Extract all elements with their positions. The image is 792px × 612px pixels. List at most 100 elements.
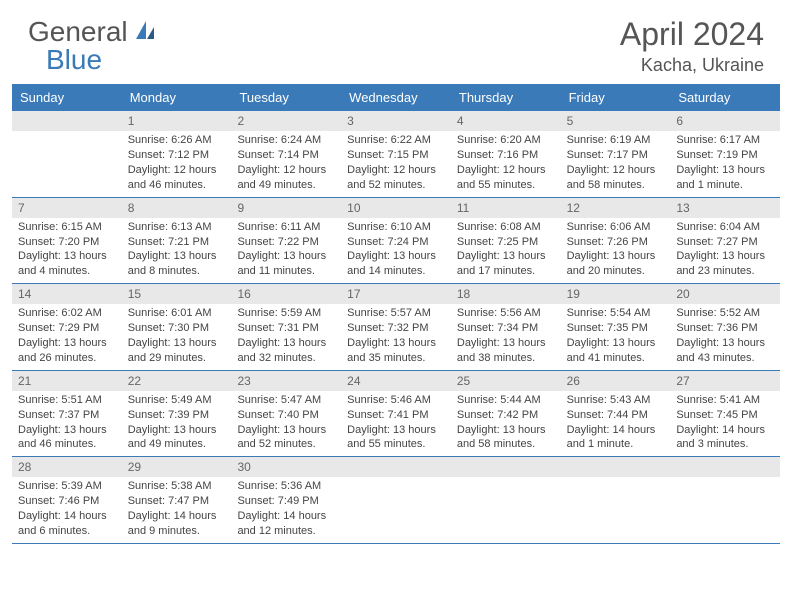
- daylight-line2: and 6 minutes.: [18, 524, 116, 539]
- day-cell: 27Sunrise: 5:41 AMSunset: 7:45 PMDayligh…: [670, 371, 780, 457]
- sunset-text: Sunset: 7:27 PM: [676, 235, 774, 250]
- daylight-line1: Daylight: 13 hours: [676, 163, 774, 178]
- sunrise-text: Sunrise: 5:59 AM: [237, 306, 335, 321]
- daylight-line2: and 52 minutes.: [347, 178, 445, 193]
- daylight-line2: and 29 minutes.: [128, 351, 226, 366]
- sunset-text: Sunset: 7:41 PM: [347, 408, 445, 423]
- sunset-text: Sunset: 7:14 PM: [237, 148, 335, 163]
- day-content: Sunrise: 6:04 AMSunset: 7:27 PMDaylight:…: [670, 220, 780, 283]
- sunrise-text: Sunrise: 6:08 AM: [457, 220, 555, 235]
- week-row: 28Sunrise: 5:39 AMSunset: 7:46 PMDayligh…: [12, 457, 780, 544]
- daylight-line1: Daylight: 13 hours: [237, 423, 335, 438]
- daylight-line2: and 46 minutes.: [128, 178, 226, 193]
- day-content: Sunrise: 5:56 AMSunset: 7:34 PMDaylight:…: [451, 306, 561, 369]
- sunset-text: Sunset: 7:37 PM: [18, 408, 116, 423]
- day-content: Sunrise: 5:59 AMSunset: 7:31 PMDaylight:…: [231, 306, 341, 369]
- day-content: Sunrise: 5:38 AMSunset: 7:47 PMDaylight:…: [122, 479, 232, 542]
- day-content: Sunrise: 6:08 AMSunset: 7:25 PMDaylight:…: [451, 220, 561, 283]
- day-number: 12: [561, 198, 671, 218]
- sunrise-text: Sunrise: 5:36 AM: [237, 479, 335, 494]
- daylight-line1: Daylight: 13 hours: [676, 336, 774, 351]
- dow-cell: Wednesday: [341, 84, 451, 111]
- sunrise-text: Sunrise: 5:54 AM: [567, 306, 665, 321]
- day-number: 5: [561, 111, 671, 131]
- sunset-text: Sunset: 7:31 PM: [237, 321, 335, 336]
- day-content: Sunrise: 6:11 AMSunset: 7:22 PMDaylight:…: [231, 220, 341, 283]
- sunset-text: Sunset: 7:26 PM: [567, 235, 665, 250]
- daylight-line1: Daylight: 13 hours: [457, 336, 555, 351]
- sunrise-text: Sunrise: 5:39 AM: [18, 479, 116, 494]
- sunset-text: Sunset: 7:35 PM: [567, 321, 665, 336]
- empty-day: [670, 457, 780, 477]
- sunrise-text: Sunrise: 6:01 AM: [128, 306, 226, 321]
- sunset-text: Sunset: 7:15 PM: [347, 148, 445, 163]
- sunset-text: Sunset: 7:22 PM: [237, 235, 335, 250]
- week-row: 7Sunrise: 6:15 AMSunset: 7:20 PMDaylight…: [12, 198, 780, 285]
- sunrise-text: Sunrise: 6:17 AM: [676, 133, 774, 148]
- day-cell: 9Sunrise: 6:11 AMSunset: 7:22 PMDaylight…: [231, 198, 341, 284]
- sunset-text: Sunset: 7:40 PM: [237, 408, 335, 423]
- day-cell: [12, 111, 122, 197]
- day-cell: 7Sunrise: 6:15 AMSunset: 7:20 PMDaylight…: [12, 198, 122, 284]
- day-number: 25: [451, 371, 561, 391]
- day-content: Sunrise: 5:46 AMSunset: 7:41 PMDaylight:…: [341, 393, 451, 456]
- sunset-text: Sunset: 7:24 PM: [347, 235, 445, 250]
- sunset-text: Sunset: 7:19 PM: [676, 148, 774, 163]
- daylight-line2: and 41 minutes.: [567, 351, 665, 366]
- sunrise-text: Sunrise: 5:47 AM: [237, 393, 335, 408]
- daylight-line2: and 26 minutes.: [18, 351, 116, 366]
- header: General Blue April 2024 Kacha, Ukraine: [0, 0, 792, 84]
- day-content: Sunrise: 5:47 AMSunset: 7:40 PMDaylight:…: [231, 393, 341, 456]
- logo-text-blue: Blue: [46, 44, 102, 76]
- daylight-line2: and 1 minute.: [676, 178, 774, 193]
- day-content: Sunrise: 6:22 AMSunset: 7:15 PMDaylight:…: [341, 133, 451, 196]
- day-cell: 19Sunrise: 5:54 AMSunset: 7:35 PMDayligh…: [561, 284, 671, 370]
- day-number: 10: [341, 198, 451, 218]
- day-cell: 16Sunrise: 5:59 AMSunset: 7:31 PMDayligh…: [231, 284, 341, 370]
- daylight-line1: Daylight: 13 hours: [18, 423, 116, 438]
- sunrise-text: Sunrise: 5:56 AM: [457, 306, 555, 321]
- sunrise-text: Sunrise: 5:41 AM: [676, 393, 774, 408]
- day-cell: 5Sunrise: 6:19 AMSunset: 7:17 PMDaylight…: [561, 111, 671, 197]
- sunrise-text: Sunrise: 6:24 AM: [237, 133, 335, 148]
- day-cell: 29Sunrise: 5:38 AMSunset: 7:47 PMDayligh…: [122, 457, 232, 543]
- sunset-text: Sunset: 7:30 PM: [128, 321, 226, 336]
- daylight-line1: Daylight: 13 hours: [457, 249, 555, 264]
- empty-day: [341, 457, 451, 477]
- daylight-line2: and 38 minutes.: [457, 351, 555, 366]
- sunrise-text: Sunrise: 6:20 AM: [457, 133, 555, 148]
- day-content: Sunrise: 5:49 AMSunset: 7:39 PMDaylight:…: [122, 393, 232, 456]
- daylight-line2: and 20 minutes.: [567, 264, 665, 279]
- day-cell: 24Sunrise: 5:46 AMSunset: 7:41 PMDayligh…: [341, 371, 451, 457]
- sunrise-text: Sunrise: 6:02 AM: [18, 306, 116, 321]
- week-row: 1Sunrise: 6:26 AMSunset: 7:12 PMDaylight…: [12, 111, 780, 198]
- day-number: 26: [561, 371, 671, 391]
- sunrise-text: Sunrise: 6:26 AM: [128, 133, 226, 148]
- daylight-line2: and 8 minutes.: [128, 264, 226, 279]
- sunset-text: Sunset: 7:25 PM: [457, 235, 555, 250]
- day-cell: [341, 457, 451, 543]
- day-content: Sunrise: 6:15 AMSunset: 7:20 PMDaylight:…: [12, 220, 122, 283]
- day-number: 7: [12, 198, 122, 218]
- day-cell: 20Sunrise: 5:52 AMSunset: 7:36 PMDayligh…: [670, 284, 780, 370]
- empty-day: [451, 457, 561, 477]
- day-cell: 25Sunrise: 5:44 AMSunset: 7:42 PMDayligh…: [451, 371, 561, 457]
- title-block: April 2024 Kacha, Ukraine: [620, 16, 764, 76]
- sunrise-text: Sunrise: 6:11 AM: [237, 220, 335, 235]
- daylight-line1: Daylight: 13 hours: [347, 336, 445, 351]
- day-number: 3: [341, 111, 451, 131]
- day-content: Sunrise: 6:20 AMSunset: 7:16 PMDaylight:…: [451, 133, 561, 196]
- day-number: 6: [670, 111, 780, 131]
- sunrise-text: Sunrise: 6:04 AM: [676, 220, 774, 235]
- week-row: 14Sunrise: 6:02 AMSunset: 7:29 PMDayligh…: [12, 284, 780, 371]
- day-content: Sunrise: 6:06 AMSunset: 7:26 PMDaylight:…: [561, 220, 671, 283]
- daylight-line2: and 58 minutes.: [457, 437, 555, 452]
- day-cell: 21Sunrise: 5:51 AMSunset: 7:37 PMDayligh…: [12, 371, 122, 457]
- daylight-line1: Daylight: 12 hours: [567, 163, 665, 178]
- day-number: 15: [122, 284, 232, 304]
- day-number: 11: [451, 198, 561, 218]
- sunrise-text: Sunrise: 5:52 AM: [676, 306, 774, 321]
- empty-day: [12, 111, 122, 131]
- daylight-line2: and 35 minutes.: [347, 351, 445, 366]
- logo: General Blue: [28, 16, 158, 48]
